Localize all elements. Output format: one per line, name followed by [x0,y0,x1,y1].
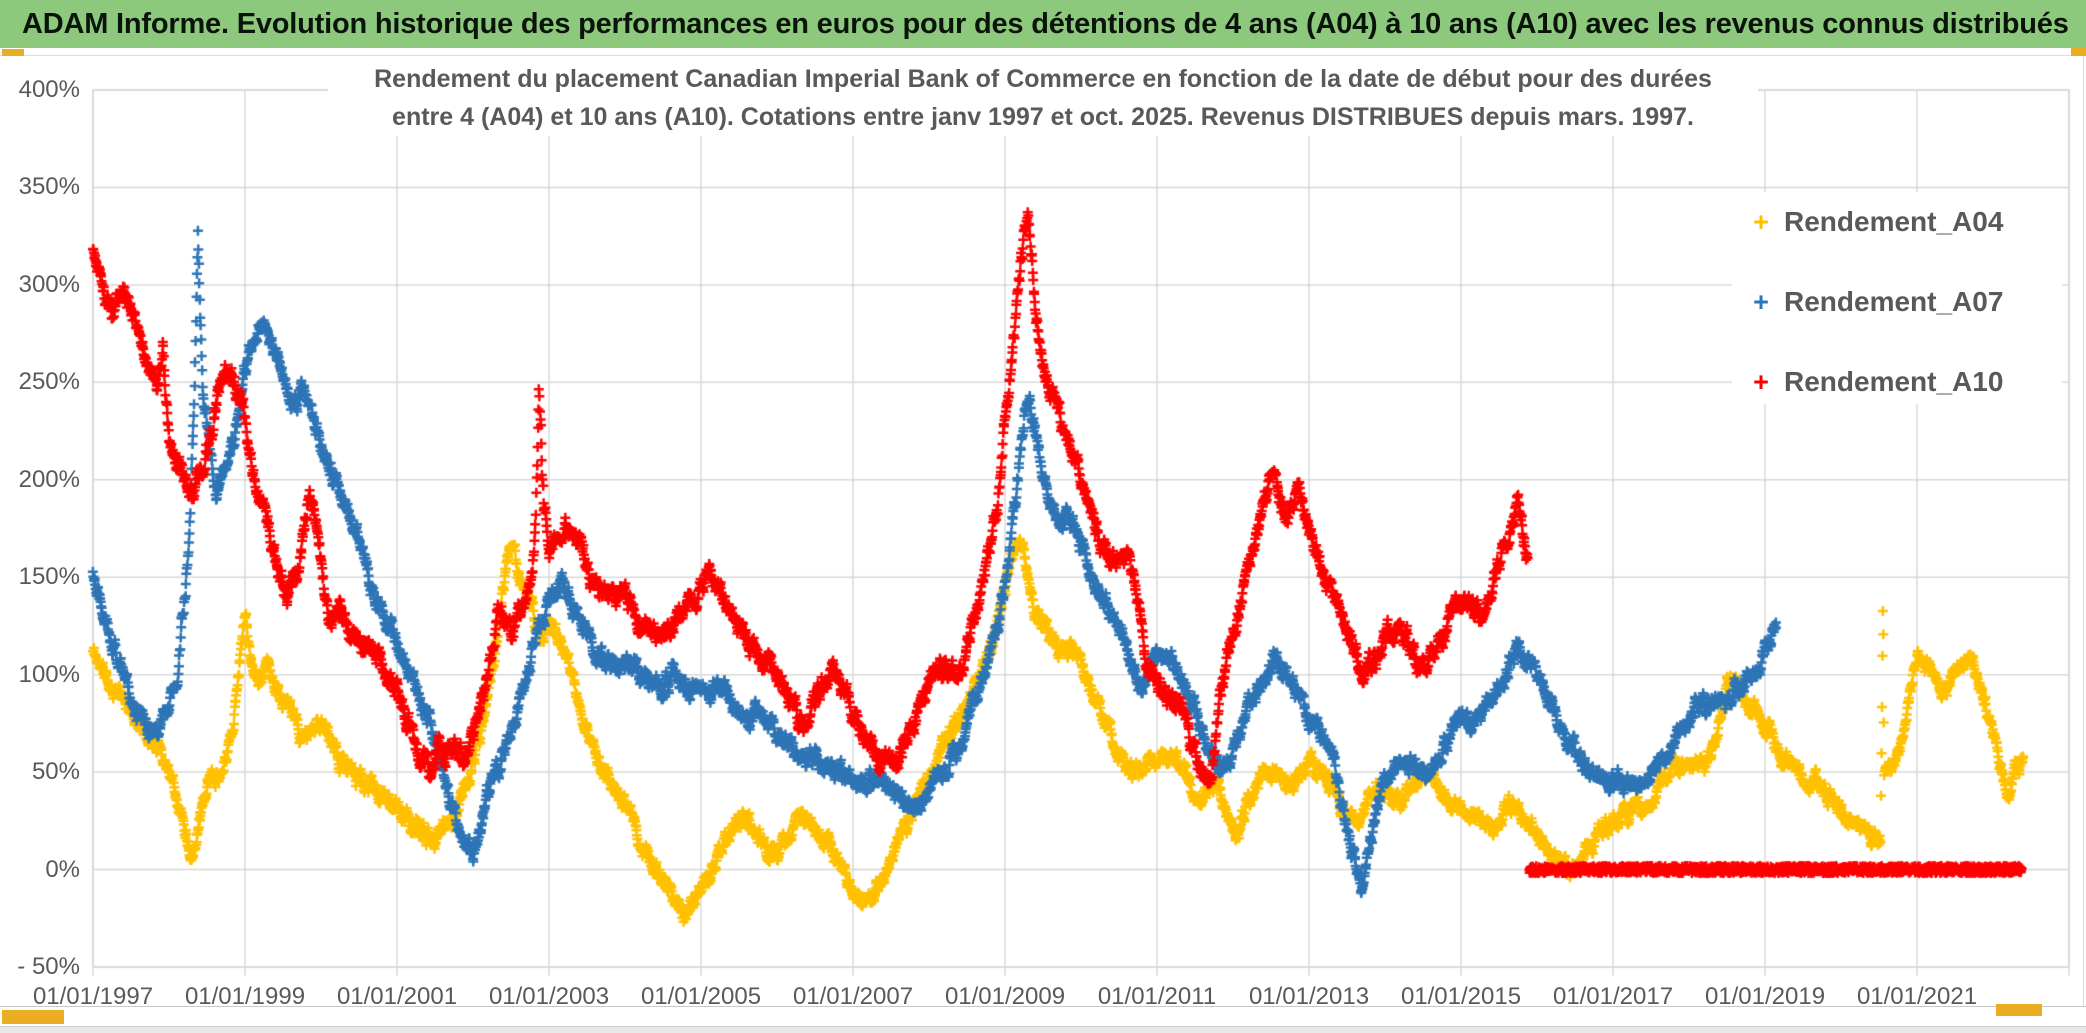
x-axis-label: 01/01/1999 [184,983,306,1010]
divider-line-bottom [0,1006,2086,1007]
banner-title-text: ADAM Informe. Evolution historique des p… [22,7,2069,40]
x-axis-label: 01/01/2007 [792,983,914,1010]
title-banner[interactable]: ADAM Informe. Evolution historique des p… [0,0,2086,48]
y-axis-label: 350% [18,173,80,201]
x-axis-label: 01/01/2015 [1400,983,1522,1010]
plus-marker-icon: + [1753,366,1769,397]
performance-chart[interactable]: Rendement du placement Canadian Imperial… [0,56,2086,1010]
legend-panel [1732,192,2062,404]
x-axis-label: 01/01/1997 [32,983,154,1010]
legend-label: Rendement_A04 [1784,206,2004,237]
y-axis-label: 0% [45,855,80,883]
sheet-corner-mark-bottom-left [2,1010,64,1024]
divider-line-right [2083,56,2084,1006]
x-axis-label: 01/01/2019 [1704,983,1826,1010]
x-axis-label: 01/01/2021 [1856,983,1978,1010]
sheet-corner-mark-top-right [2071,47,2086,58]
legend-item-rendement-a07[interactable]: + Rendement_A07 [1748,285,2003,319]
chart-title-line-2: entre 4 (A04) et 10 ans (A10). Cotations… [392,103,1694,131]
chart-title-line-1: Rendement du placement Canadian Imperial… [374,65,1712,93]
y-axis-label: 50% [31,758,80,786]
sheet-corner-mark-bottom-right [1996,1004,2042,1016]
y-axis-label: 300% [18,270,80,298]
x-axis-label: 01/01/2011 [1097,983,1217,1010]
bottom-strip [0,1026,2086,1033]
x-axis-label: 01/01/2009 [944,983,1066,1010]
legend-label: Rendement_A10 [1784,366,2004,397]
y-axis-label: 200% [18,465,80,493]
x-axis-label: 01/01/2003 [488,983,610,1010]
y-axis-label: 100% [18,660,80,688]
legend-item-rendement-a10[interactable]: + Rendement_A10 [1748,365,2003,399]
plus-marker-icon: + [1753,286,1769,317]
x-axis-label: 01/01/2001 [336,983,458,1010]
legend-label: Rendement_A07 [1784,286,2004,317]
chart-title: Rendement du placement Canadian Imperial… [328,60,1758,136]
legend-item-rendement-a04[interactable]: + Rendement_A04 [1748,205,2003,239]
sheet-corner-mark-top-left [2,49,24,56]
x-axis-label: 01/01/2005 [640,983,762,1010]
x-axis-label: 01/01/2013 [1248,983,1370,1010]
y-axis-label: 400% [18,76,80,103]
x-axis-label: 01/01/2017 [1552,983,1674,1010]
y-axis-label: 250% [18,368,80,396]
y-axis-label: 150% [18,563,80,591]
y-axis-label: - 50% [17,953,80,980]
plus-marker-icon: + [1753,206,1769,237]
